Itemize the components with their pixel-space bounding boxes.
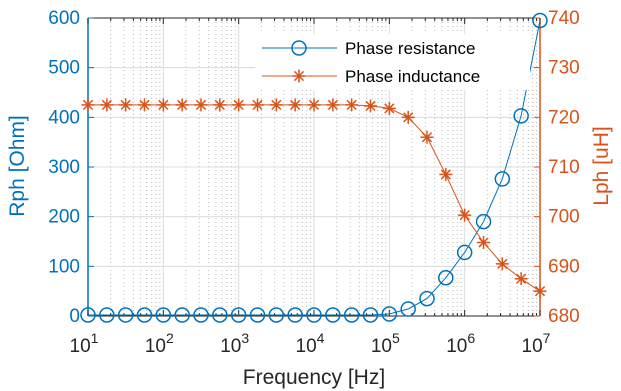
- resistance-data-point: [513, 108, 529, 124]
- resistance-data-point: [287, 307, 303, 323]
- resistance-data-point: [438, 270, 454, 286]
- y-left-tick-label: 600: [48, 8, 80, 29]
- inductance-data-point: [288, 98, 302, 112]
- y-left-tick-label: 100: [48, 256, 80, 277]
- resistance-data-point: [268, 307, 285, 323]
- resistance-data-point: [155, 307, 172, 323]
- resistance-data-point: [306, 307, 322, 323]
- resistance-data-point: [475, 213, 492, 230]
- inductance-data-point: [363, 99, 377, 113]
- x-tick-label: 101: [70, 330, 99, 357]
- resistance-data-point: [230, 307, 247, 323]
- legend-box: [255, 34, 530, 90]
- inductance-data-point: [307, 98, 321, 112]
- legend-marker-inductance: [292, 69, 306, 83]
- resistance-data-point: [419, 290, 435, 307]
- x-tick-label: 103: [220, 330, 249, 357]
- resistance-data-point: [80, 307, 96, 323]
- legend-marker-resistance: [291, 40, 307, 56]
- resistance-data-point: [212, 307, 228, 323]
- x-tick-label: 106: [446, 330, 475, 357]
- inductance-data-point: [345, 98, 359, 112]
- resistance-data-point: [494, 171, 511, 187]
- y-left-tick-label: 400: [48, 107, 80, 128]
- inductance-data-point: [477, 235, 491, 249]
- inductance-data-point: [81, 98, 95, 112]
- resistance-data-point: [343, 307, 360, 323]
- resistance-data-point: [456, 244, 473, 261]
- legend-asterisk-glyph: [292, 69, 306, 83]
- y-left-tick-label: 500: [48, 58, 80, 79]
- resistance-data-point: [136, 307, 153, 323]
- x-axis-title: Frequency [Hz]: [243, 366, 385, 389]
- resistance-data-point: [99, 307, 115, 323]
- inductance-data-point: [251, 98, 265, 112]
- inductance-data-point: [232, 98, 246, 112]
- inductance-data-point: [458, 208, 472, 222]
- inductance-data-point: [420, 130, 434, 144]
- y-axis-left-title: Rph [Ohm]: [6, 115, 29, 217]
- y-right-tick-label: 730: [548, 58, 580, 79]
- legend: Phase resistance Phase inductance: [255, 34, 530, 90]
- x-tick-label: 102: [145, 330, 174, 357]
- y-left-tick-label: 0: [69, 306, 80, 327]
- inductance-data-point: [439, 167, 453, 181]
- resistance-data-point: [193, 307, 209, 323]
- inductance-data-point: [194, 98, 208, 112]
- inductance-data-point: [382, 101, 396, 115]
- series-line-resistance: [88, 20, 541, 316]
- y-right-tick-label: 680: [548, 306, 580, 327]
- inductance-data-point: [156, 98, 170, 112]
- inductance-data-point: [401, 110, 415, 124]
- resistance-data-point: [532, 12, 548, 29]
- y-right-tick-label: 740: [548, 8, 580, 29]
- y-left-tick-label: 200: [48, 207, 80, 228]
- y-right-tick-label: 700: [548, 207, 580, 228]
- tick-labels: 101 102 103 104 105 106 107 0 100 200 300 400 500 600…: [48, 8, 579, 357]
- resistance-data-point: [362, 307, 379, 323]
- inductance-data-point: [137, 98, 151, 112]
- y-right-tick-label: 710: [548, 157, 580, 178]
- resistance-data-point: [117, 307, 134, 323]
- x-tick-label: 105: [371, 330, 400, 357]
- inductance-data-point: [119, 98, 133, 112]
- axes: [87, 17, 541, 317]
- resistance-data-point: [325, 307, 341, 323]
- resistance-data-point: [249, 307, 266, 323]
- inductance-data-point: [514, 272, 528, 286]
- inductance-data-point: [269, 98, 283, 112]
- inductance-data-point: [213, 98, 227, 112]
- series-layer: [80, 12, 548, 323]
- y-right-tick-label: 690: [548, 256, 580, 277]
- resistance-data-point: [174, 307, 190, 323]
- legend-label-resistance: Phase resistance: [345, 39, 475, 58]
- inductance-data-point: [100, 98, 114, 112]
- inductance-data-point: [175, 98, 189, 112]
- y-axis-right-title: Lph [uH]: [590, 126, 613, 205]
- inductance-data-point: [495, 257, 509, 271]
- y-right-tick-label: 720: [548, 107, 580, 128]
- legend-label-inductance: Phase inductance: [345, 67, 480, 86]
- resistance-data-point: [381, 306, 398, 322]
- x-tick-label: 107: [522, 330, 551, 357]
- y-left-tick-label: 300: [48, 157, 80, 178]
- resistance-data-point: [400, 301, 416, 317]
- inductance-data-point: [326, 98, 340, 112]
- inductance-data-point: [533, 284, 547, 298]
- x-tick-label: 104: [296, 330, 325, 357]
